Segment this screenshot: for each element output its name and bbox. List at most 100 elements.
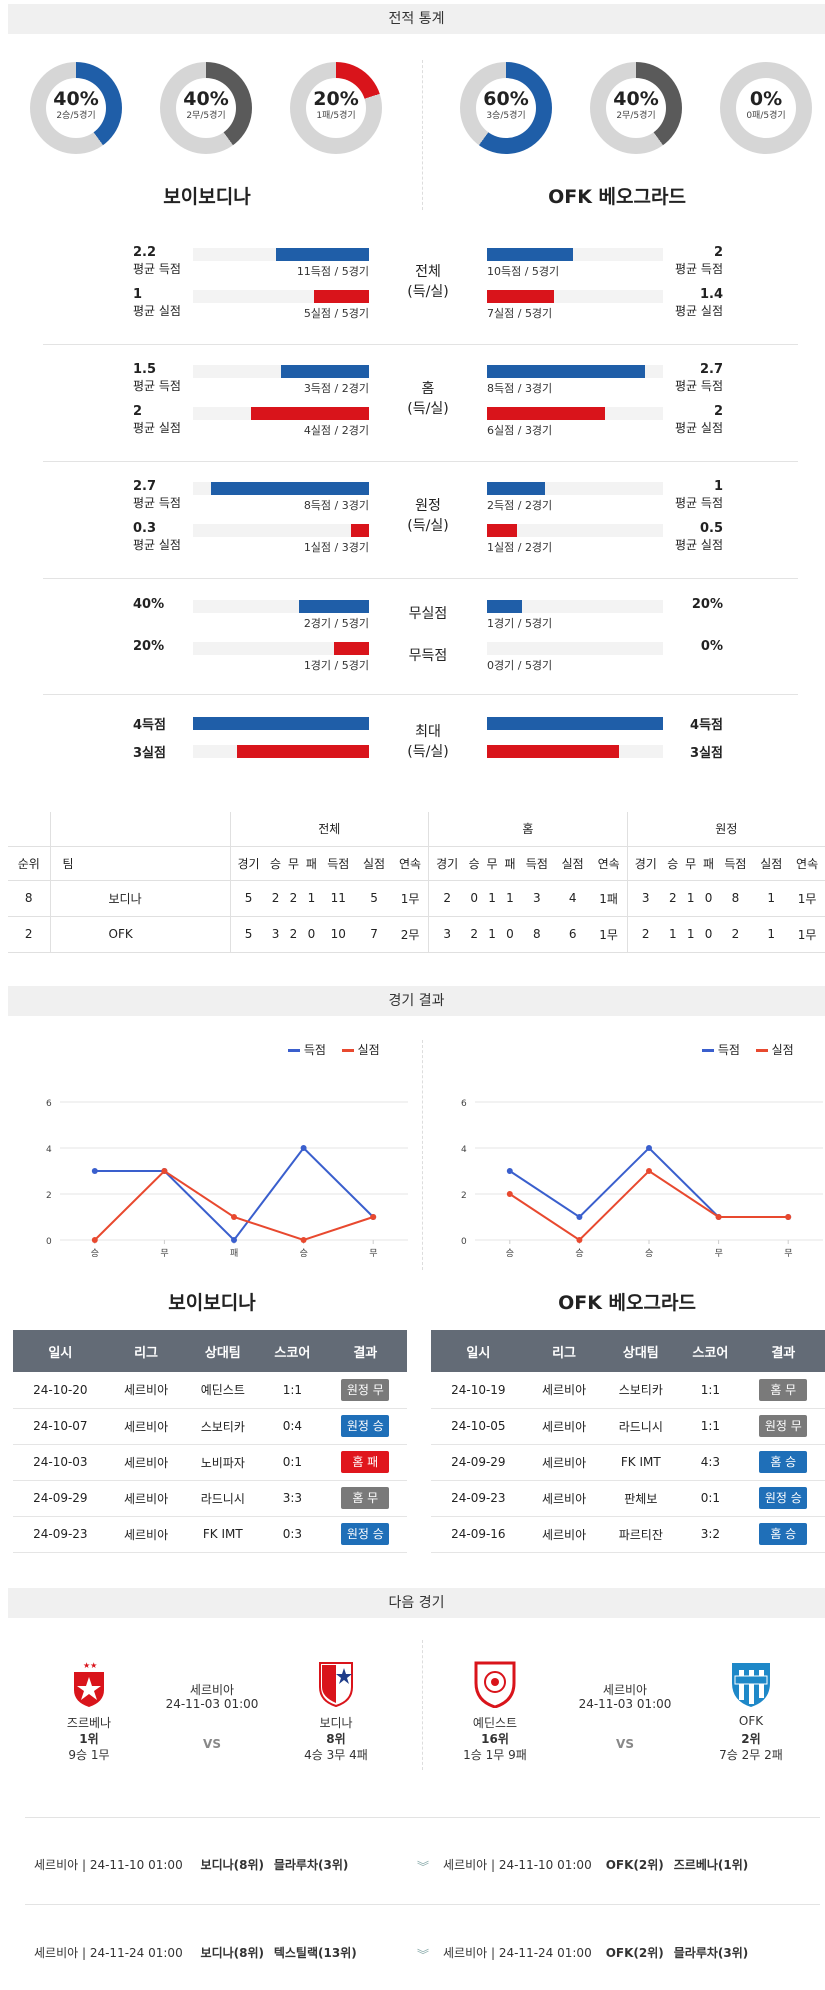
fixture-team1: 보디나(8위): [200, 1946, 265, 1960]
donut-percent: 0%: [749, 88, 783, 110]
results-opp: 라드니시: [184, 1480, 262, 1517]
results-score: 3:3: [261, 1480, 324, 1517]
right-stat-label: 평균 실점: [675, 421, 723, 435]
legend-left: 득점 실점: [288, 1041, 380, 1058]
donut-percent: 40%: [53, 88, 99, 110]
stat-category-line: 전체: [415, 264, 441, 280]
divider: [43, 578, 798, 579]
results-opp: 스보티카: [602, 1372, 680, 1409]
right-stat-label: 평균 득점: [675, 379, 723, 393]
jedinstvo-crest-icon: [474, 1661, 516, 1708]
standings-cell: 1무: [789, 916, 825, 953]
results-col-header: 상대팀: [602, 1330, 680, 1372]
standings-cell: 7: [356, 916, 392, 953]
legend-conceded-swatch: [341, 1049, 354, 1052]
x-tick-label: 무: [160, 1248, 168, 1259]
right-stat-label: 평균 득점: [675, 496, 723, 510]
group-home: 홈: [428, 812, 628, 847]
standings-cell: 3: [266, 916, 285, 953]
standings-col-header: 연속: [789, 846, 825, 881]
team1-rank: 16위: [481, 1732, 509, 1746]
left-stat-value: 3실점: [133, 746, 166, 761]
donut-percent: 20%: [313, 88, 359, 110]
standings-cell: 0: [302, 916, 321, 953]
results-row[interactable]: 24-10-05 세르비아 라드니시 1:1 원정 무: [431, 1408, 825, 1445]
results-col-header: 스코어: [261, 1330, 324, 1372]
left-stat-track: [193, 642, 369, 655]
right-stat-bar: [487, 717, 663, 730]
standings-cell: 1: [483, 916, 502, 953]
match-league: 세르비아: [602, 1683, 648, 1697]
home-results-chart: 0 2 4 6 승 무 패 승 무: [46, 1099, 408, 1259]
results-row[interactable]: 24-09-23 세르비아 FK IMT 0:3 원정 승: [13, 1516, 407, 1553]
future-fixture[interactable]: 세르비아 | 24-11-24 01:00 OFK(2위) 믈라루차(3위): [443, 1944, 748, 1961]
standings-cell: 1: [681, 916, 700, 953]
results-row[interactable]: 24-09-29 세르비아 FK IMT 4:3 홈 승: [431, 1444, 825, 1481]
left-stat-track: [193, 365, 369, 378]
left-stat-caption: 8득점 / 3경기: [303, 499, 369, 512]
data-point: [370, 1214, 377, 1220]
group-all: 전체: [230, 812, 430, 847]
team1-record: 1승 1무 9패: [463, 1748, 527, 1762]
standings-row[interactable]: 8 보디나 5 2 2 1 11 5 1무 2 0 1 1 3 4 1패 3 2 1 0 8 1 1무: [8, 880, 825, 917]
record-donut: 40% 2무/5경기: [590, 62, 682, 154]
results-score: 3:2: [679, 1516, 742, 1553]
fixture-team1: OFK(2위): [605, 1858, 664, 1872]
right-stat-bar: [487, 248, 574, 261]
x-tick-label: 무: [715, 1248, 723, 1259]
results-row[interactable]: 24-09-23 세르비아 판체보 0:1 원정 승: [431, 1480, 825, 1517]
standings-team-name: 보디나: [108, 891, 142, 906]
group-away: 원정: [627, 812, 825, 847]
away-team-name: OFK 베오그라드: [558, 1292, 696, 1314]
standings-cell: 2: [284, 880, 303, 917]
future-fixture[interactable]: 세르비아 | 24-11-24 01:00 보디나(8위) 텍스틸랙(13위): [34, 1944, 357, 1961]
left-stat-value: 2.2: [133, 245, 157, 260]
stat-category: 원정 (득/실): [388, 496, 468, 536]
results-row[interactable]: 24-10-20 세르비아 예딘스트 1:1 원정 무: [13, 1372, 407, 1409]
results-date: 24-09-29: [13, 1480, 108, 1517]
left-stat-caption: 4실점 / 2경기: [303, 424, 369, 437]
fixture-info: 세르비아 | 24-11-24 01:00: [443, 1946, 592, 1960]
results-league: 세르비아: [107, 1444, 185, 1481]
results-row[interactable]: 24-09-16 세르비아 파르티잔 3:2 홈 승: [431, 1516, 825, 1553]
stat-category: 무득점: [408, 648, 448, 664]
record-donut: 0% 0패/5경기: [720, 62, 812, 154]
results-score: 1:1: [679, 1372, 742, 1409]
standings-cell: 2: [627, 916, 664, 953]
legend-scored-label: 득점: [717, 1043, 740, 1057]
result-badge: 홈 무: [759, 1378, 808, 1401]
vojvodina-crest-icon: [319, 1662, 353, 1708]
home-team-name: 보이보디나: [168, 1292, 256, 1314]
future-fixture[interactable]: 세르비아 | 24-11-10 01:00 보디나(8위) 믈라루차(3위): [34, 1856, 348, 1873]
future-fixture[interactable]: 세르비아 | 24-11-10 01:00 OFK(2위) 즈르베나(1위): [443, 1856, 748, 1873]
right-stat-value: 2.7: [699, 362, 723, 377]
donut-sub: 2무/5경기: [616, 111, 656, 121]
left-stat-value: 20%: [133, 639, 165, 654]
fixture-info: 세르비아 | 24-11-10 01:00: [443, 1858, 592, 1872]
results-row[interactable]: 24-10-03 세르비아 노비파자 0:1 홈 패: [13, 1444, 407, 1481]
standings-col-header: 패: [302, 846, 321, 881]
right-stat-caption: 10득점 / 5경기: [487, 265, 560, 278]
results-row[interactable]: 24-09-29 세르비아 라드니시 3:3 홈 무: [13, 1480, 407, 1517]
results-score: 0:1: [679, 1480, 742, 1517]
results-row[interactable]: 24-10-19 세르비아 스보티카 1:1 홈 무: [431, 1372, 825, 1409]
crvena-zvezda-crest-icon: ★★: [74, 1661, 104, 1707]
standings-cell: 0: [465, 880, 484, 917]
results-row[interactable]: 24-10-07 세르비아 스보티카 0:4 원정 승: [13, 1408, 407, 1445]
standings-row[interactable]: 2 OFK 5 3 2 0 10 7 2무 3 2 1 0 8 6 1무 2 1 1 0 2 1 1무: [8, 916, 825, 953]
left-stat-value: 40%: [133, 597, 165, 612]
chevron-down-icon[interactable]: ︾: [417, 1860, 430, 1874]
section-results-header: 경기 결과: [8, 986, 825, 1016]
left-stat-bar: [314, 290, 369, 303]
left-stat-value: 0.3: [133, 521, 157, 536]
series-line-scored: [509, 1146, 789, 1219]
left-stat-bar: [281, 365, 369, 378]
team2-rank: 2위: [741, 1732, 761, 1746]
chevron-down-icon[interactable]: ︾: [417, 1948, 430, 1962]
y-tick-label: 4: [46, 1145, 52, 1155]
right-stat-value: 0%: [700, 639, 723, 654]
left-stat-bar: [333, 642, 369, 655]
result-badge: 원정 무: [341, 1378, 390, 1401]
right-stat-bar: [487, 290, 554, 303]
x-tick-label: 승: [645, 1248, 653, 1259]
